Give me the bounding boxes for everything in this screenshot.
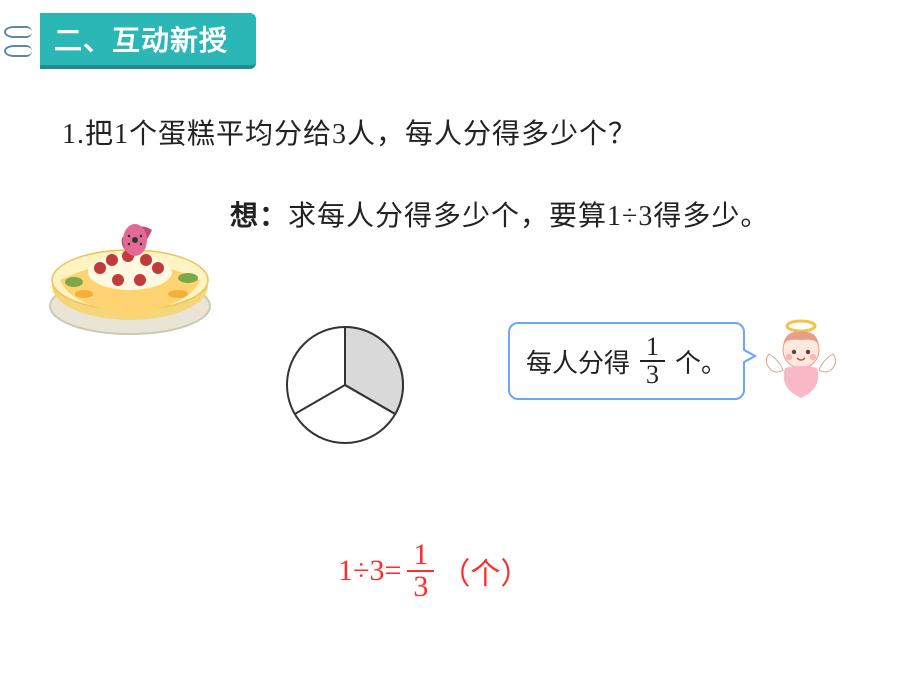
- equation-left: 1÷3=: [338, 554, 401, 588]
- section-header: 二、互动新授: [0, 16, 256, 66]
- equation-unit: （个）: [440, 549, 530, 593]
- bubble-fraction: 1 3: [640, 334, 665, 388]
- section-title: 二、互动新授: [40, 13, 256, 69]
- equation-frac-den: 3: [407, 572, 434, 602]
- bubble-text-after: 个。: [675, 343, 727, 380]
- answer-bubble: 每人分得 1 3 个。: [508, 322, 745, 400]
- bubble-text-before: 每人分得: [526, 343, 630, 380]
- equation-fraction: 1 3: [407, 540, 434, 602]
- pie-thirds-icon: [280, 320, 410, 450]
- equation-frac-num: 1: [407, 540, 434, 572]
- fraction-numerator: 1: [640, 334, 665, 362]
- think-prefix: 想：: [230, 201, 288, 232]
- answer-bubble-group: 每人分得 1 3 个。: [508, 316, 841, 406]
- cake-icon: [40, 186, 220, 346]
- fraction-denominator: 3: [640, 362, 665, 388]
- notebook-spiral-icon: [0, 16, 40, 66]
- equation: 1÷3= 1 3 （个）: [338, 540, 530, 602]
- question-text: 1.把1个蛋糕平均分给3人，每人分得多少个？: [62, 112, 637, 152]
- think-body: 求每人分得多少个，要算1÷3得多少。: [288, 201, 769, 232]
- think-line: 想：求每人分得多少个，要算1÷3得多少。: [230, 194, 769, 234]
- angel-icon: [761, 316, 841, 406]
